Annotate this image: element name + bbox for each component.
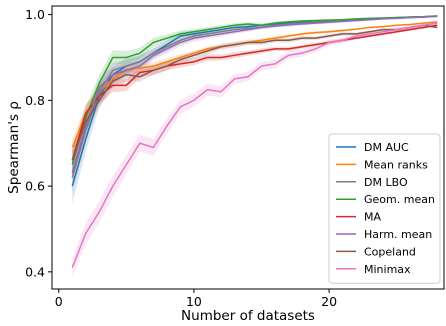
y-tick-label: 0.4 [25,264,45,279]
legend-label: DM LBO [364,176,408,189]
line-series-5 [71,15,438,174]
legend-box [328,133,441,284]
confidence-bands [72,15,438,277]
legend-label: DM AUC [364,141,409,154]
band-series-4 [72,24,438,172]
x-axis-ticks: 0 10 20 [55,289,337,309]
series-lines [71,15,438,268]
y-axis-label: Spearman's ρ [6,101,22,194]
legend-label: Harm. mean [364,228,432,241]
legend-label: Minimax [364,263,411,276]
legend-label: MA [364,211,381,224]
line-series-7 [71,22,438,268]
y-tick-label: 0.6 [25,179,45,194]
line-series-1 [71,21,438,148]
y-axis-ticks: 0.4 0.6 0.8 1.0 [25,7,52,279]
legend-label: Mean ranks [364,158,428,171]
line-series-3 [71,15,438,165]
line-series-6 [71,24,438,161]
x-tick-label: 10 [186,294,202,309]
legend-label: Geom. mean [364,193,435,206]
x-tick-label: 20 [321,294,337,309]
line-series-4 [71,24,438,161]
legend: DM AUC Mean ranks DM LBO Geom. mean MA Harm. … [328,133,441,284]
band-series-7 [72,21,438,277]
plot-frame [51,5,445,290]
x-tick-label: 0 [55,294,63,309]
y-tick-label: 0.8 [25,93,45,108]
y-tick-label: 1.0 [25,7,45,22]
legend-label: Copeland [364,245,416,258]
x-axis-label: Number of datasets [181,308,315,324]
